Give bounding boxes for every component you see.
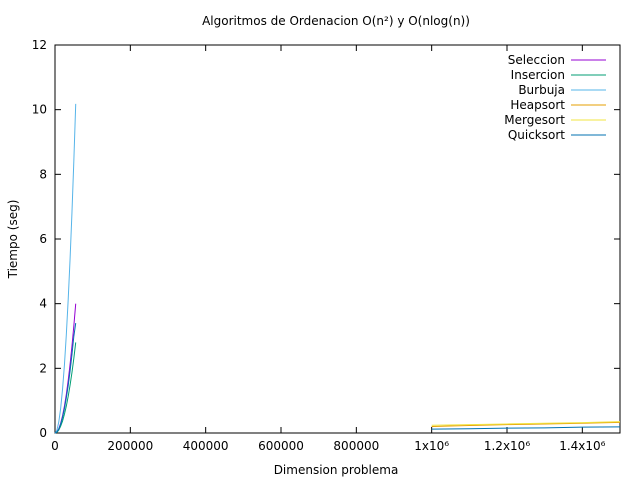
series-quicksort bbox=[54, 322, 621, 434]
y-axis-title: Tiempo (seg) bbox=[6, 200, 20, 280]
x-axis: 0 200000 400000 600000 800000 1x10⁶ 1.2x10⁶ 1.4… bbox=[51, 45, 606, 453]
x-tick-label: 1.2x10⁶ bbox=[484, 439, 530, 453]
series-heapsort bbox=[431, 421, 621, 428]
x-tick-label: 0 bbox=[51, 439, 59, 453]
series-line bbox=[54, 322, 77, 434]
y-tick-label: 12 bbox=[32, 38, 47, 52]
x-tick-label: 800000 bbox=[333, 439, 379, 453]
y-tick-label: 4 bbox=[39, 297, 47, 311]
x-tick-label: 1.4x10⁶ bbox=[559, 439, 605, 453]
y-axis: 0 2 4 6 8 10 12 bbox=[32, 38, 620, 440]
y-tick-label: 8 bbox=[39, 167, 47, 181]
x-tick-label: 400000 bbox=[183, 439, 229, 453]
legend-label: Burbuja bbox=[518, 83, 565, 97]
y-tick-label: 6 bbox=[39, 232, 47, 246]
legend-label: Seleccion bbox=[508, 53, 565, 67]
legend-label: Quicksort bbox=[508, 128, 565, 142]
x-tick-label: 200000 bbox=[107, 439, 153, 453]
x-tick-label: 1x10⁶ bbox=[414, 439, 449, 453]
legend-label: Insercion bbox=[511, 68, 565, 82]
series-line bbox=[431, 421, 621, 426]
series-line bbox=[54, 103, 77, 434]
legend-label: Heapsort bbox=[510, 98, 565, 112]
series-burbuja bbox=[54, 103, 77, 434]
legend-label: Mergesort bbox=[504, 113, 565, 127]
y-tick-label: 0 bbox=[39, 426, 47, 440]
chart-title: Algoritmos de Ordenacion O(n²) y O(nlog(… bbox=[202, 14, 470, 28]
x-axis-title: Dimension problema bbox=[274, 463, 399, 477]
x-tick-label: 600000 bbox=[258, 439, 304, 453]
y-tick-label: 10 bbox=[32, 103, 47, 117]
series-line bbox=[431, 421, 621, 428]
series-line bbox=[431, 426, 621, 430]
legend: SeleccionInsercionBurbujaHeapsortMergeso… bbox=[504, 53, 606, 142]
series-layer bbox=[54, 103, 621, 434]
y-tick-label: 2 bbox=[39, 361, 47, 375]
series-mergesort bbox=[431, 421, 621, 426]
